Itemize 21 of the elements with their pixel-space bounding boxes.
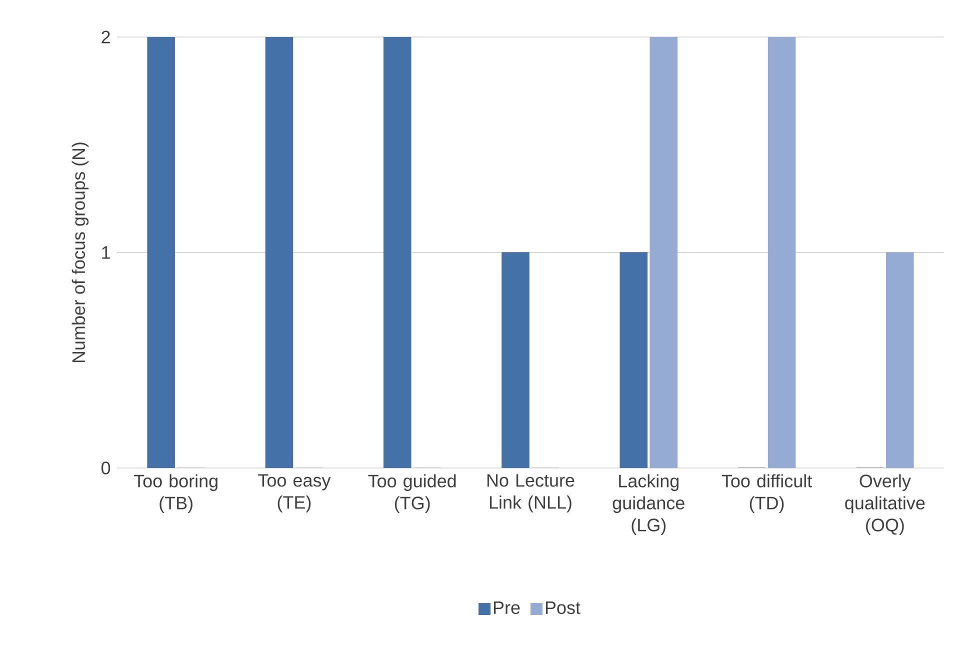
bar	[768, 36, 796, 468]
bar	[383, 36, 412, 468]
x-tick-label: Too difficult (TD)	[722, 474, 812, 513]
x-tick-label: Too easy (TE)	[258, 474, 331, 512]
bar	[620, 252, 648, 468]
x-tick-label: No Lecture Link (NLL)	[487, 474, 574, 512]
x-tick-label: Too guided (TG)	[368, 474, 456, 513]
y-axis-title: Number of focus groups (N)	[72, 142, 89, 362]
x-tick-label: Too boring (TB)	[134, 474, 218, 513]
legend-label: Pre	[494, 601, 520, 614]
y-tick-label: 0	[101, 462, 110, 474]
legend-label: Post	[546, 601, 580, 614]
bar	[650, 36, 678, 468]
x-tick-label: Overly qualitative (OQ)	[845, 474, 925, 535]
bar	[886, 252, 914, 468]
x-tick-label: Lacking guidance (LG)	[612, 474, 684, 535]
y-tick-label: 1	[102, 246, 110, 259]
bar	[265, 36, 294, 468]
bar	[502, 252, 530, 468]
y-tick-label: 2	[102, 30, 110, 44]
bar	[147, 36, 175, 468]
